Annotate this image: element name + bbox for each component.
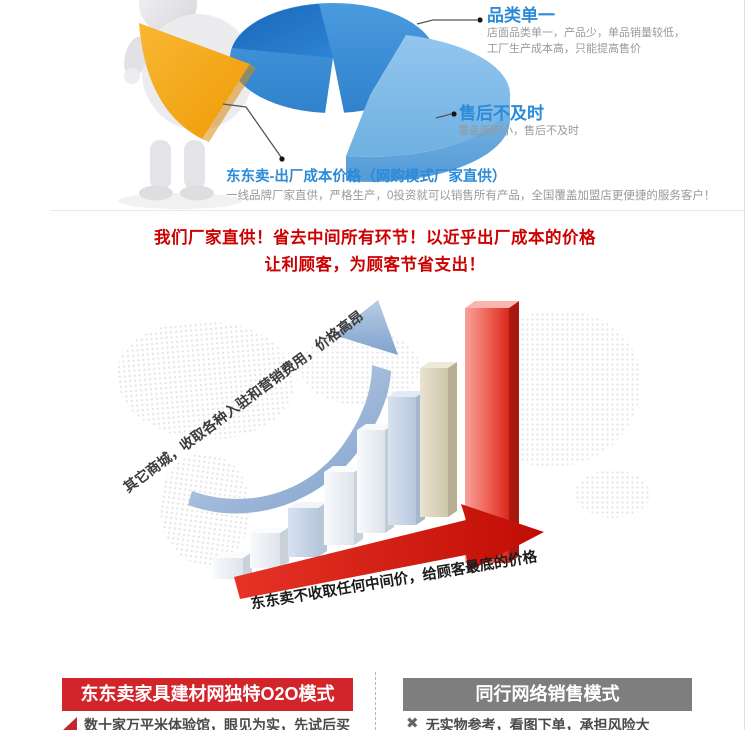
callout-factory-title: 东东卖-出厂成本价格（网购模式厂家直供）: [226, 169, 507, 185]
growth-bar-chart: [188, 300, 544, 599]
callout-category-title: 品类单一: [487, 6, 555, 25]
right-point-text: 无实物参考，看图下单，承担风险大: [425, 717, 650, 730]
slogan: 我们厂家直供！省去中间所有环节！以近乎出厂成本的价格 让利顾客，为顾客节省支出！: [0, 225, 750, 279]
callout-category-desc2: 工厂生产成本高，只能提高售价: [487, 43, 641, 55]
pie-slice-light: [346, 35, 511, 182]
pie-slice-dark: [232, 4, 333, 58]
section-divider: [50, 210, 744, 211]
callout-aftersale-desc: 覆盖面积小，售后不及时: [458, 125, 579, 137]
pie-slice-orange: [139, 23, 256, 142]
peer-mode-banner: 同行网络销售模式: [403, 678, 692, 711]
o2o-mode-banner: 东东卖家具建材网独特O2O模式: [62, 678, 353, 711]
cross-icon: ✖: [406, 715, 419, 730]
slogan-line2: 让利顾客，为顾客节省支出！: [264, 256, 486, 274]
callout-factory-desc: 一线品牌厂家直供，严格生产，0投资就可以销售所有产品，全国覆盖加盟店更便捷的服务…: [226, 190, 716, 202]
red-forward-arrow-icon: [234, 504, 544, 599]
right-point-row: ✖ 无实物参考，看图下单，承担风险大: [406, 715, 650, 730]
checkmark-triangle-icon: [62, 717, 77, 730]
callout-category-desc1: 店面品类单一，产品少，单品销量较低，: [487, 27, 685, 39]
blue-growth-arrow-icon: [188, 300, 398, 514]
callout-aftersale-title: 售后不及时: [459, 104, 544, 123]
callout-dots: [279, 17, 483, 162]
slogan-line1: 我们厂家直供！省去中间所有环节！以近乎出厂成本的价格: [154, 229, 596, 247]
left-point-row: 数十家万平米体验馆，眼见为实，先试后买: [62, 715, 350, 730]
worldmap-dots-patch: [575, 470, 650, 518]
page-right-border: [744, 0, 745, 730]
left-point-text: 数十家万平米体验馆，眼见为实，先试后买: [84, 717, 350, 730]
callout-lines: [222, 19, 477, 158]
column-divider: [375, 672, 376, 730]
pie-chart-illustration: [118, 0, 511, 209]
